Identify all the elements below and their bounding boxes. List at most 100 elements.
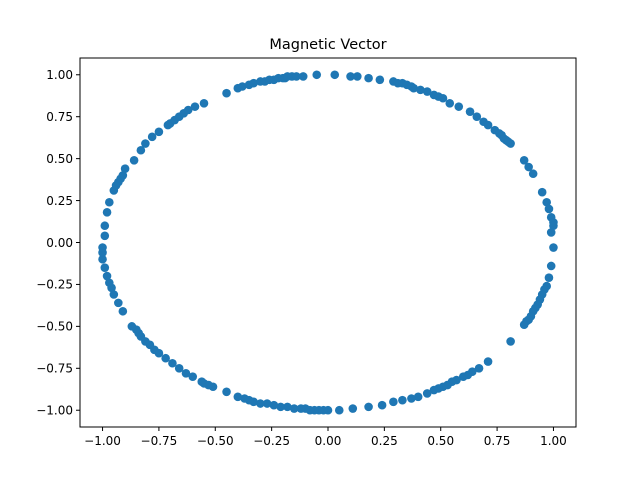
data-point bbox=[348, 404, 358, 413]
x-tick-label: −0.25 bbox=[253, 434, 290, 448]
data-point bbox=[102, 271, 112, 281]
data-point bbox=[147, 132, 157, 142]
data-point bbox=[118, 306, 128, 316]
y-tick-label: −1.00 bbox=[36, 404, 73, 418]
x-tick-label: −0.50 bbox=[197, 434, 234, 448]
data-point bbox=[375, 75, 385, 85]
data-point bbox=[549, 243, 558, 252]
data-point bbox=[136, 145, 146, 155]
data-point bbox=[330, 70, 340, 80]
x-tick-label: 1.00 bbox=[540, 434, 567, 448]
data-point bbox=[334, 405, 344, 415]
data-point bbox=[298, 72, 308, 81]
data-point bbox=[161, 353, 170, 363]
data-point bbox=[454, 102, 464, 111]
data-point bbox=[364, 73, 373, 83]
data-point bbox=[413, 392, 423, 402]
x-tick-label: −1.00 bbox=[84, 434, 121, 448]
data-point bbox=[544, 204, 554, 214]
data-point bbox=[289, 404, 299, 413]
chart-title: Magnetic Vector bbox=[269, 37, 386, 53]
data-point bbox=[524, 162, 533, 172]
data-point bbox=[233, 392, 243, 402]
data-point bbox=[398, 395, 407, 405]
y-tick-label: 1.00 bbox=[46, 68, 73, 82]
data-point bbox=[256, 399, 265, 408]
data-point bbox=[141, 139, 150, 148]
data-point bbox=[188, 372, 198, 381]
data-point bbox=[100, 263, 110, 272]
data-point bbox=[105, 278, 114, 288]
data-point bbox=[506, 139, 515, 148]
data-point bbox=[389, 397, 398, 407]
data-point bbox=[346, 72, 355, 81]
data-point bbox=[102, 208, 112, 217]
y-tick-label: −0.25 bbox=[36, 278, 73, 292]
data-point bbox=[506, 337, 515, 346]
data-point bbox=[465, 107, 475, 116]
y-tick-label: 0.75 bbox=[46, 110, 73, 124]
data-point bbox=[438, 93, 448, 103]
data-point bbox=[154, 127, 164, 137]
data-point bbox=[519, 320, 529, 329]
data-point bbox=[174, 364, 184, 373]
data-point bbox=[190, 102, 200, 111]
data-point bbox=[542, 197, 551, 207]
data-point bbox=[181, 369, 191, 378]
data-point bbox=[168, 358, 177, 368]
data-point bbox=[276, 402, 285, 412]
y-tick-label: −0.75 bbox=[36, 362, 73, 376]
data-point bbox=[483, 357, 493, 366]
data-point bbox=[377, 400, 387, 410]
plot-frame bbox=[79, 57, 577, 428]
data-point bbox=[183, 105, 193, 115]
x-tick-label: −0.75 bbox=[141, 434, 178, 448]
data-point bbox=[546, 228, 556, 237]
ticks-layer: −1.00 −0.75 −0.50 −0.25 0.00 0.25 0.50 0.75 1.00… bbox=[36, 68, 567, 448]
data-point bbox=[222, 88, 231, 98]
data-point bbox=[262, 399, 272, 408]
data-point bbox=[292, 72, 301, 81]
data-point bbox=[519, 156, 529, 165]
data-point bbox=[238, 82, 247, 91]
data-point bbox=[422, 389, 432, 398]
x-tick-label: 0.75 bbox=[484, 434, 511, 448]
data-point bbox=[98, 243, 107, 252]
data-point bbox=[483, 120, 493, 130]
data-point bbox=[114, 298, 123, 308]
data-point bbox=[100, 231, 110, 241]
data-point bbox=[129, 156, 139, 165]
data-point bbox=[118, 171, 128, 180]
data-point bbox=[549, 221, 558, 231]
data-point bbox=[98, 254, 107, 264]
y-tick-label: −0.50 bbox=[36, 320, 73, 334]
data-point bbox=[353, 72, 362, 81]
data-point bbox=[312, 70, 322, 80]
x-tick-label: 0.50 bbox=[427, 434, 454, 448]
data-point bbox=[407, 394, 416, 403]
data-point bbox=[109, 290, 119, 299]
data-point bbox=[474, 364, 484, 373]
data-point bbox=[537, 187, 547, 197]
data-point bbox=[283, 402, 292, 412]
data-point bbox=[416, 85, 425, 95]
data-point bbox=[269, 400, 279, 410]
data-point bbox=[422, 87, 432, 96]
data-point bbox=[105, 197, 114, 207]
x-tick-label: 0.00 bbox=[315, 434, 342, 448]
data-point bbox=[528, 169, 538, 179]
data-point bbox=[249, 78, 258, 88]
data-point bbox=[364, 402, 373, 412]
data-point bbox=[296, 404, 306, 413]
points-layer bbox=[98, 70, 558, 415]
data-point bbox=[120, 164, 130, 173]
data-point bbox=[222, 387, 231, 397]
data-point bbox=[445, 98, 455, 108]
data-point bbox=[100, 221, 110, 231]
data-point bbox=[197, 377, 207, 387]
data-point bbox=[240, 394, 249, 403]
data-point bbox=[546, 261, 556, 271]
data-point bbox=[472, 112, 482, 121]
